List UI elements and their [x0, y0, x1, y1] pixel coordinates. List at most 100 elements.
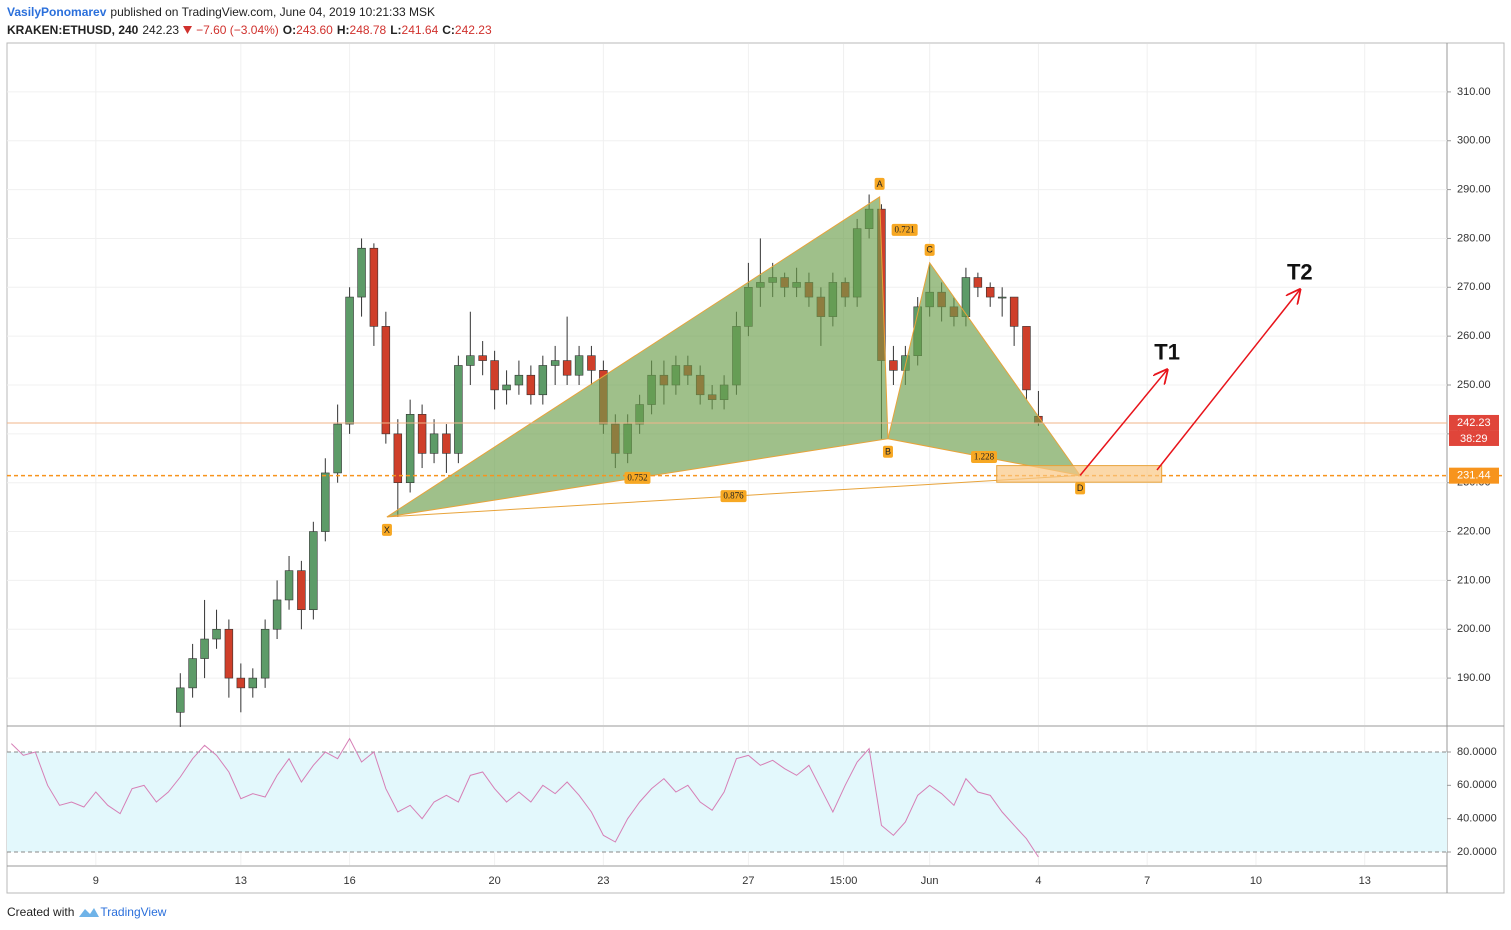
candle-body [284, 570, 294, 601]
ohlc-value: 241.64 [401, 23, 439, 37]
countdown-box [1449, 430, 1499, 446]
change: −7.60 (−3.04%) [196, 23, 279, 37]
ohlc-key: C: [442, 23, 455, 37]
rsi-tick-label: 20.0000 [1457, 846, 1497, 858]
candle-body [248, 677, 258, 689]
ohlc: O: 243.60 H: 248.78 L: 241.64 C: 242.23 [283, 23, 492, 37]
target-arrow [1079, 370, 1167, 476]
x-tick-label: 15:00 [830, 875, 858, 887]
y-tick-label: 270.00 [1457, 281, 1491, 293]
candle-body [454, 365, 463, 454]
x-tick-label: 20 [488, 875, 500, 887]
candle-body [538, 365, 548, 396]
y-tick-label: 220.00 [1457, 525, 1491, 537]
y-tick-label: 250.00 [1457, 379, 1491, 391]
ratio-box [891, 223, 918, 236]
target-label: T1 [1154, 340, 1180, 365]
x-tick-label: 4 [1035, 875, 1041, 887]
candle-body [429, 433, 439, 454]
pattern-bcd [887, 261, 1082, 477]
point-box [874, 177, 885, 190]
y-tick-label: 200.00 [1457, 623, 1491, 635]
candle-body [466, 355, 475, 366]
y-tick-label: 300.00 [1457, 135, 1491, 147]
candle-body [309, 531, 318, 611]
pattern-xab [386, 196, 889, 518]
point-label: C [926, 245, 933, 255]
last: 242.23 [142, 23, 180, 37]
candle-body [188, 658, 197, 689]
candle-body [224, 628, 234, 679]
header-line-2: KRAKEN:ETHUSD, 240 242.23 −7.60 (−3.04%)… [7, 23, 492, 37]
candle-body [587, 355, 596, 371]
author[interactable]: VasilyPonomarev [7, 5, 107, 19]
candle-body [514, 374, 524, 386]
x-tick-label: 10 [1250, 875, 1262, 887]
y-tick-label: 210.00 [1457, 574, 1491, 586]
rsi-tick-label: 60.0000 [1457, 779, 1497, 791]
x-tick-label: 16 [343, 875, 355, 887]
ohlc-value: 248.78 [349, 23, 387, 37]
x-tick-label: 7 [1144, 875, 1150, 887]
candle-body [297, 570, 306, 611]
candle-body [200, 638, 209, 659]
ohlc-key: H: [336, 23, 350, 37]
y-tick-label: 290.00 [1457, 184, 1491, 196]
logo [79, 908, 100, 917]
candle-body [212, 628, 221, 640]
candle-body [526, 374, 536, 396]
chart-frame [6, 42, 1505, 894]
brand[interactable]: TradingView [100, 905, 167, 919]
y-tick-label: 280.00 [1457, 232, 1491, 244]
alert-box [1449, 467, 1499, 484]
candle-body [260, 628, 270, 679]
rsi-line [11, 737, 1039, 858]
candle-body [997, 296, 1007, 299]
ratio-label: 0.876 [723, 491, 744, 501]
ratio-box [971, 451, 998, 464]
published: published on TradingView.com, June 04, 2… [110, 5, 436, 19]
y-tick-label: 260.00 [1457, 330, 1491, 342]
point-label: D [1077, 483, 1084, 493]
x-tick-label: 23 [597, 875, 609, 887]
candle-body [405, 414, 415, 484]
ohlc-value: 243.60 [296, 23, 333, 37]
candle-body [502, 384, 511, 391]
point-box [924, 243, 935, 256]
rsi-tick-label: 40.0000 [1457, 813, 1497, 825]
candle-body [236, 677, 246, 689]
y-tick-label: 190.00 [1457, 672, 1491, 684]
candle-body [176, 687, 185, 713]
last-price-label: 242.23 [1457, 417, 1491, 429]
candle-body [490, 360, 499, 391]
down-arrow [183, 26, 193, 34]
rsi-tick-label: 80.0000 [1457, 746, 1497, 758]
candle-body [321, 472, 330, 532]
candle-body [1009, 296, 1019, 327]
countdown-label: 38:29 [1460, 433, 1488, 445]
candle-body [272, 599, 282, 630]
x-tick-label: 27 [742, 875, 754, 887]
alert-label: 231.44 [1457, 470, 1491, 482]
candle-body [985, 286, 995, 298]
point-box [381, 523, 392, 536]
candle-body [333, 423, 342, 474]
ohlc-key: O: [282, 23, 297, 37]
candle-body [478, 355, 487, 361]
rsi-band-fill [7, 752, 1447, 852]
x-tick-label: 13 [235, 875, 247, 887]
point-box [1075, 482, 1086, 495]
candle-body [442, 433, 451, 454]
x-tick-label: 9 [93, 875, 99, 887]
last-price-box [1449, 414, 1499, 431]
candle-body [973, 277, 983, 288]
candle-body [345, 296, 354, 425]
ohlc-value: 242.23 [454, 23, 492, 37]
symbol: KRAKEN:ETHUSD, 240 [7, 23, 139, 37]
x-tick-label: 13 [1359, 875, 1371, 887]
ratio-label: 0.752 [627, 472, 647, 482]
ratio-box [624, 471, 651, 484]
footer-text: Created with [7, 905, 75, 919]
footer: Created with TradingView [7, 905, 166, 919]
